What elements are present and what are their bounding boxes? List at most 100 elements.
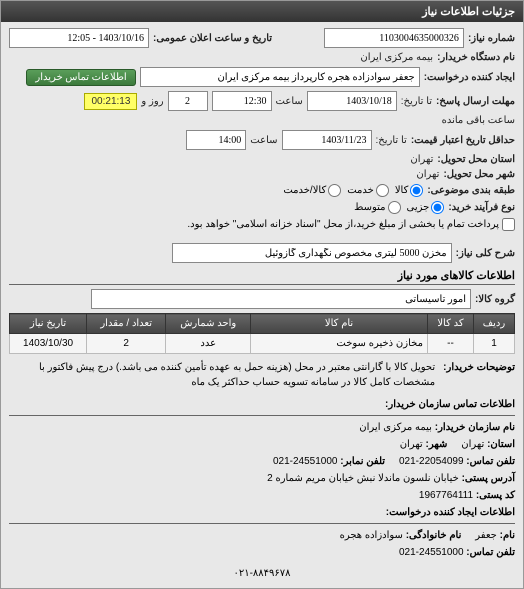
deadline-date-input[interactable] [307,91,397,111]
row-buyer-org: نام دستگاه خریدار: بیمه مرکزی ایران [9,52,515,63]
th-date: تاریخ نیاز [10,314,87,334]
deadline-label: مهلت ارسال پاسخ: [436,96,515,107]
td-date: 1403/10/30 [10,334,87,354]
radio-khedmat[interactable] [376,184,389,197]
goods-table: ردیف کد کالا نام کالا واحد شمارش تعداد /… [9,313,515,354]
contact-lname-value: سوادزاده هجره [340,530,403,541]
contact-info-button[interactable]: اطلاعات تماس خریدار [26,69,135,86]
contact-phone-label: تلفن تماس: [466,456,515,467]
td-unit: عدد [166,334,251,354]
th-row: ردیف [474,314,515,334]
contact-phone-line: تلفن تماس: 22054099-021 تلفن نمابر: 2455… [9,453,515,470]
deadline-time-input[interactable] [212,91,272,111]
table-header-row: ردیف کد کالا نام کالا واحد شمارش تعداد /… [10,314,515,334]
radio-medium-label[interactable]: متوسط [354,201,400,214]
contact-phone3-value: ۰۲۱-۸۸۴۹۶۷۸ [233,568,290,579]
panel-title: جزئیات اطلاعات نیاز [1,1,523,22]
days-input[interactable] [168,91,208,111]
contact-org-value: بیمه مرکزی ایران [359,422,432,433]
table-row[interactable]: 1 -- مخازن ذخیره سوخت عدد 2 1403/10/30 [10,334,515,354]
buyer-org-label: نام دستگاه خریدار: [437,52,515,63]
province-value: تهران [410,154,433,165]
contact-fax-value: 24551000-021 [273,456,338,467]
datetime-input[interactable] [9,28,149,48]
row-process: نوع فرآیند خرید: جزیی متوسط پرداخت تمام … [9,201,515,231]
radio-both[interactable] [328,184,341,197]
city-label: شهر محل تحویل: [443,169,515,180]
process-label: نوع فرآیند خرید: [448,202,515,213]
row-group: گروه کالا: [9,289,515,309]
radio-kala[interactable] [410,184,423,197]
radio-kala-label[interactable]: کالا [395,184,424,197]
row-province: استان محل تحویل: تهران [9,154,515,165]
td-name: مخازن ذخیره سوخت [251,334,428,354]
contact-postcode-value: 1967764111 [419,490,473,501]
process-radio-group: جزیی متوسط [354,201,444,214]
contact-phone2-label: تلفن تماس: [466,547,515,558]
until-label-2: تا تاریخ: [376,135,407,146]
category-radio-group: کالا خدمت کالا/خدمت [283,184,423,197]
contact-heading-2: اطلاعات ایجاد کننده درخواست: [9,504,515,524]
contact-prov-label: استان: [487,439,515,450]
need-no-input[interactable] [324,28,464,48]
validity-time-input[interactable] [186,130,246,150]
contact-addr-line: آدرس پستی: خیابان نلسون ماندلا نبش خیابا… [9,470,515,487]
td-qty: 2 [87,334,166,354]
payment-checkbox-label[interactable]: پرداخت تمام یا بخشی از مبلغ خرید،از محل … [187,218,515,231]
contact-city-label: شهر: [426,439,448,450]
payment-checkbox[interactable] [502,218,515,231]
buyer-desc-row: توضیحات خریدار: تحویل کالا با گارانتی مع… [9,360,515,390]
radio-small[interactable] [431,201,444,214]
time-label-1: ساعت [276,96,303,107]
until-label: تا تاریخ: [401,96,432,107]
row-city: شهر محل تحویل: تهران [9,169,515,180]
th-code: کد کالا [427,314,473,334]
details-panel: جزئیات اطلاعات نیاز شماره نیاز: تاریخ و … [0,0,524,589]
group-input[interactable] [91,289,471,309]
contact-loc-line: استان: تهران شهر: تهران [9,436,515,453]
buyer-org-value: بیمه مرکزی ایران [360,52,433,63]
row-requester: ایجاد کننده درخواست: اطلاعات تماس خریدار [9,67,515,87]
contact-section: اطلاعات تماس سازمان خریدار: نام سازمان خ… [9,396,515,582]
time-label-2: ساعت [250,135,277,146]
contact-addr-label: آدرس پستی: [462,473,515,484]
contact-postcode-line: کد پستی: 1967764111 [9,487,515,504]
requester-label: ایجاد کننده درخواست: [424,72,515,83]
contact-postcode-label: کد پستی: [476,490,515,501]
datetime-label: تاریخ و ساعت اعلان عمومی: [153,33,272,44]
buyer-desc-label: توضیحات خریدار: [443,360,515,373]
radio-khedmat-text: خدمت [347,185,374,196]
radio-small-label[interactable]: جزیی [407,201,445,214]
contact-name-value: جعفر [475,530,497,541]
key-input[interactable] [172,243,452,263]
contact-phone2-value: 24551000-021 [399,547,464,558]
panel-body: شماره نیاز: تاریخ و ساعت اعلان عمومی: نا… [1,22,523,588]
row-need-number: شماره نیاز: تاریخ و ساعت اعلان عمومی: [9,28,515,48]
radio-both-label[interactable]: کالا/خدمت [283,184,341,197]
contact-lname-label: نام خانوادگی: [406,530,462,541]
category-label: طبقه بندی موضوعی: [427,185,515,196]
radio-small-text: جزیی [407,202,430,213]
row-deadline: مهلت ارسال پاسخ: تا تاریخ: ساعت روز و 00… [9,91,515,126]
province-label: استان محل تحویل: [437,154,515,165]
radio-medium[interactable] [388,201,401,214]
contact-org-label: نام سازمان خریدار: [435,422,515,433]
validity-date-input[interactable] [282,130,372,150]
row-price-validity: حداقل تاریخ اعتبار قیمت: تا تاریخ: ساعت [9,130,515,150]
group-label: گروه کالا: [475,294,515,305]
price-validity-label: حداقل تاریخ اعتبار قیمت: [411,135,515,146]
goods-section-title: اطلاعات کالاهای مورد نیاز [9,269,515,285]
contact-phone3-line: ۰۲۱-۸۸۴۹۶۷۸ [9,565,515,582]
th-qty: تعداد / مقدار [87,314,166,334]
contact-city-value: تهران [400,439,423,450]
contact-name-label: نام: [500,530,515,541]
row-key: شرح کلی نیاز: [9,243,515,263]
contact-addr-value: خیابان نلسون ماندلا نبش خیابان مریم شمار… [267,473,459,484]
payment-note-text: پرداخت تمام یا بخشی از مبلغ خرید،از محل … [187,219,499,230]
radio-khedmat-label[interactable]: خدمت [347,184,389,197]
td-code: -- [427,334,473,354]
radio-both-text: کالا/خدمت [283,185,326,196]
td-row: 1 [474,334,515,354]
requester-input[interactable] [140,67,420,87]
radio-medium-text: متوسط [354,202,385,213]
